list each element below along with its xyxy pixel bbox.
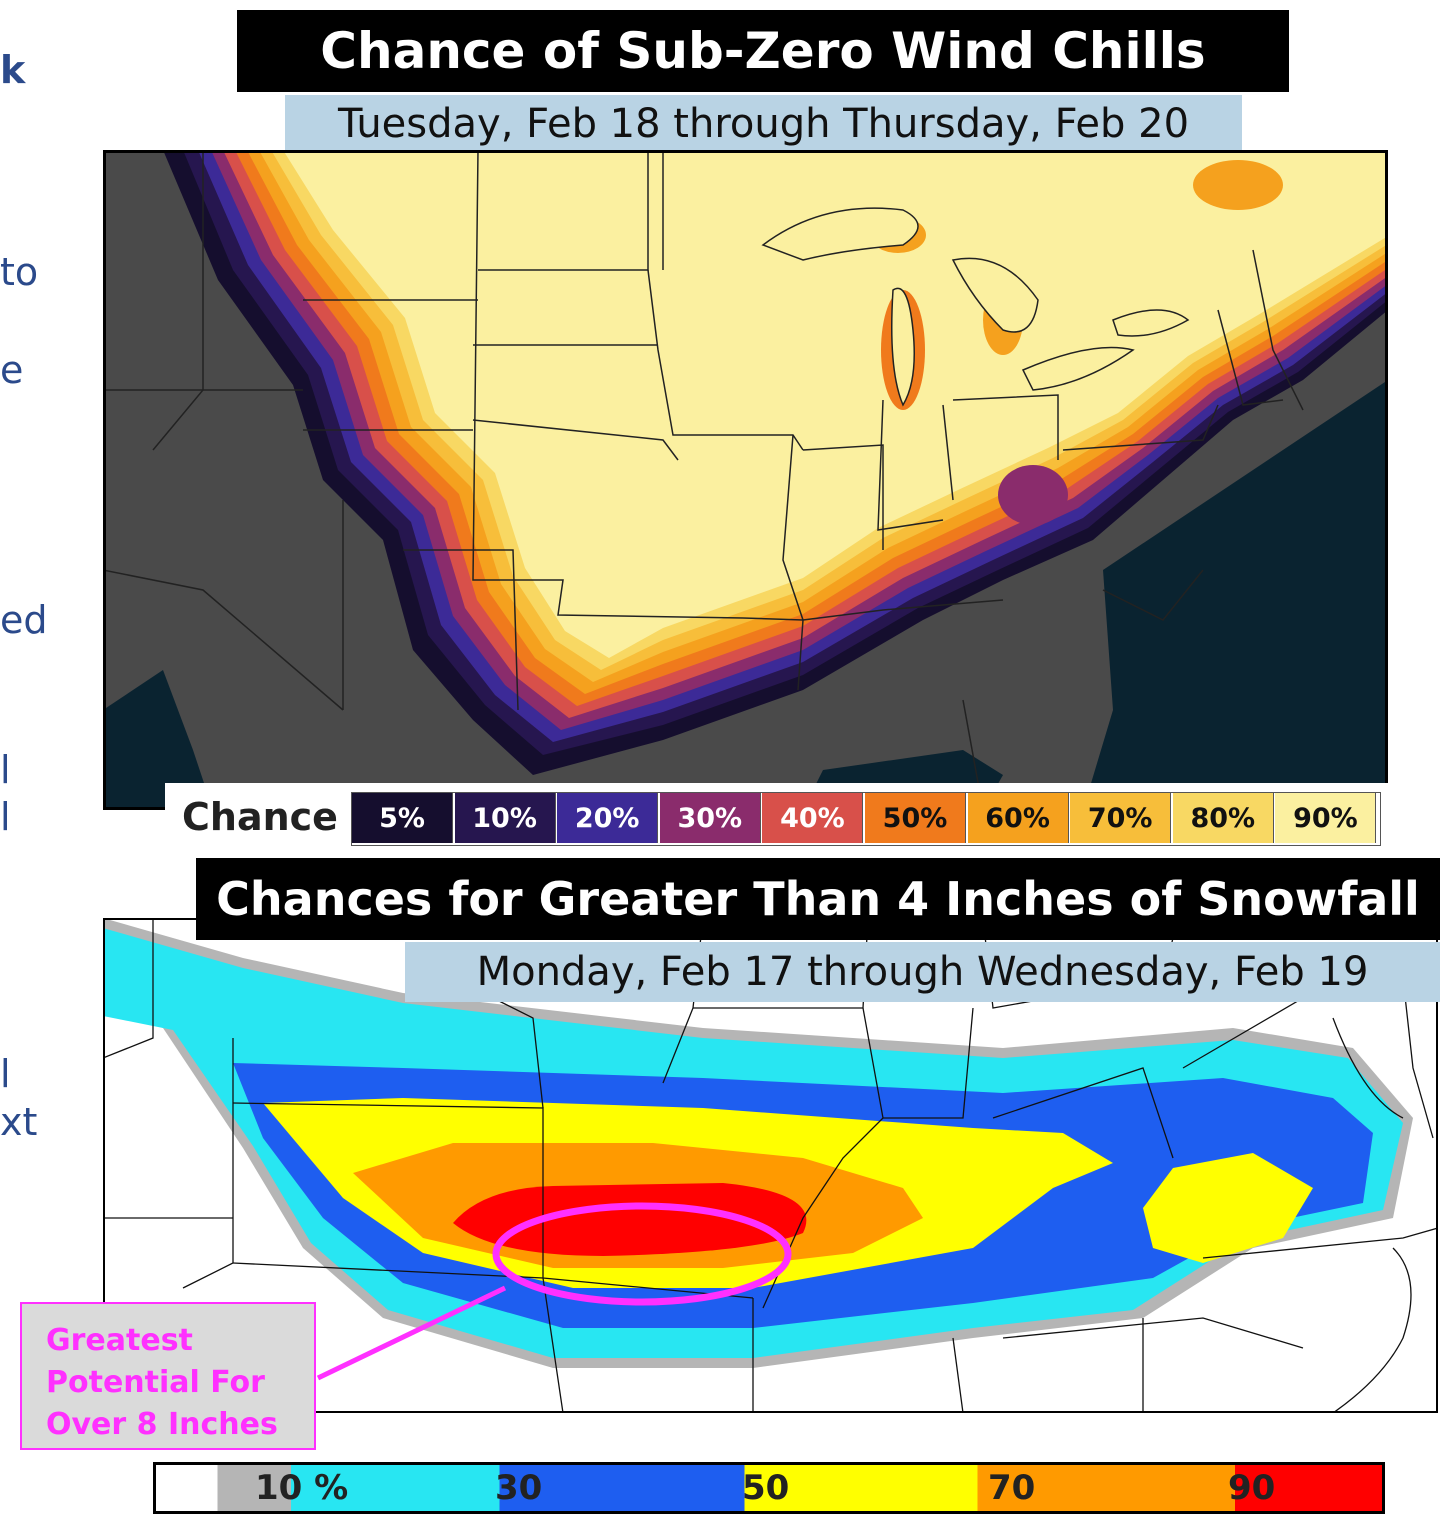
great-lakes <box>761 207 1190 407</box>
legend-swatch: 30% <box>659 793 761 843</box>
legend-swatch: 20% <box>557 793 659 843</box>
side-fragment: e <box>0 348 24 392</box>
atlantic-ocean <box>1083 382 1385 807</box>
legend-swatch: 40% <box>762 793 864 843</box>
legend-title: Chance <box>182 795 338 839</box>
snowfall-scale-bar <box>153 1462 1385 1514</box>
scale-label: 90 <box>1228 1468 1276 1508</box>
callout-line: Over 8 Inches <box>46 1407 278 1442</box>
wind-chill-map <box>103 150 1388 810</box>
legend-swatch: 50% <box>865 793 966 843</box>
band-90 <box>284 153 1385 658</box>
legend-swatch: 60% <box>967 793 1069 843</box>
state-boundaries <box>106 153 1304 807</box>
legend-swatch: 90% <box>1275 793 1377 843</box>
legend-swatch: 80% <box>1172 793 1274 843</box>
side-fragment: l <box>0 1052 11 1096</box>
legend-swatch: 10% <box>454 793 556 843</box>
appalachian-patch <box>998 465 1068 525</box>
pacific-ocean <box>106 670 212 807</box>
wind-chill-title: Chance of Sub-Zero Wind Chills <box>237 10 1289 92</box>
callout-line: Potential For <box>46 1365 265 1400</box>
legend-swatch: 70% <box>1070 793 1172 843</box>
wind-chill-subtitle: Tuesday, Feb 18 through Thursday, Feb 20 <box>285 95 1242 153</box>
side-fragment: to <box>0 250 39 294</box>
legend-swatch: 5% <box>352 793 453 843</box>
snow-band-70-east <box>1143 1153 1313 1263</box>
legend-frame <box>351 792 1381 846</box>
side-fragment: l <box>0 795 11 839</box>
snow-band-max <box>453 1183 807 1256</box>
side-fragment: ed <box>0 598 48 642</box>
snowfall-title: Chances for Greater Than 4 Inches of Sno… <box>196 858 1440 940</box>
scale-label: 50 <box>742 1468 790 1508</box>
scale-label: 70 <box>988 1468 1036 1508</box>
snowfall-subtitle: Monday, Feb 17 through Wednesday, Feb 19 <box>405 942 1440 1002</box>
side-fragment: l <box>0 748 11 792</box>
side-fragment: k <box>0 48 26 92</box>
callout-box: Greatest Potential For Over 8 Inches <box>20 1302 316 1450</box>
side-fragment: xt <box>0 1100 38 1144</box>
northeast-patch <box>1193 160 1283 210</box>
scale-label: 10 % <box>255 1468 349 1508</box>
scale-label: 30 <box>495 1468 543 1508</box>
callout-line: Greatest <box>46 1323 193 1358</box>
